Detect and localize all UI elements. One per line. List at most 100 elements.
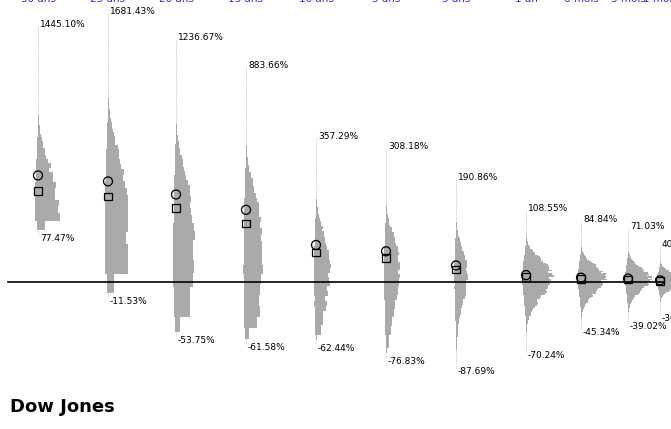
Bar [456,232,458,234]
Bar [660,263,661,264]
Bar [456,253,464,255]
Bar [316,287,327,291]
Bar [581,252,583,253]
Bar [660,301,661,302]
Text: 20 ans: 20 ans [158,0,193,4]
Bar [660,277,671,278]
Text: -87.69%: -87.69% [458,367,496,376]
Bar [385,326,386,331]
Bar [658,288,660,289]
Bar [246,241,262,248]
Bar [628,305,630,307]
Bar [316,201,317,203]
Bar [246,211,258,217]
Bar [36,172,38,177]
Bar [627,262,628,263]
Bar [246,198,257,202]
Bar [523,277,526,279]
Bar [176,144,179,148]
Bar [386,313,394,317]
Bar [526,285,548,287]
Bar [660,265,662,266]
Bar [526,256,539,258]
Bar [522,273,529,281]
Bar [316,325,321,330]
Bar [658,273,660,274]
Bar [176,141,179,144]
Bar [660,272,671,273]
Bar [38,182,56,188]
Bar [176,148,180,151]
Bar [659,269,660,270]
Bar [657,279,660,280]
Bar [526,272,548,273]
Bar [524,297,526,299]
Bar [525,250,526,252]
Bar [386,246,398,249]
Bar [315,226,316,229]
Text: 10 ans: 10 ans [299,0,333,4]
Bar [523,291,526,293]
Bar [627,264,628,265]
Bar [526,255,538,256]
Bar [660,267,664,268]
Bar [454,271,456,274]
Bar [175,163,176,166]
Bar [315,311,316,315]
Bar [526,250,533,252]
Bar [106,159,108,164]
Bar [627,265,628,266]
Bar [108,257,127,274]
Bar [578,268,581,269]
Bar [628,262,635,263]
Bar [384,295,386,300]
Bar [37,221,38,230]
Bar [105,212,108,221]
Bar [315,240,316,243]
Bar [455,302,456,305]
Bar [316,211,318,214]
Bar [628,261,634,262]
Bar [581,284,603,285]
Bar [242,220,250,227]
Bar [454,265,456,268]
Bar [456,321,459,324]
Bar [581,304,585,306]
Bar [314,282,316,287]
Bar [244,265,246,274]
Bar [628,265,638,266]
Bar [526,322,527,324]
Bar [244,248,246,256]
Bar [105,257,108,274]
Bar [108,169,124,175]
Bar [38,159,48,163]
Bar [246,207,259,211]
Bar [581,285,602,287]
Bar [245,182,246,186]
Bar [315,221,316,224]
Bar [385,227,386,230]
Bar [244,193,246,198]
Bar [581,276,605,278]
Bar [386,225,391,227]
Bar [104,193,112,200]
Bar [660,297,662,298]
Bar [385,230,386,232]
Bar [456,324,458,327]
Bar [526,299,537,302]
Bar [660,264,662,265]
Bar [105,195,108,203]
Bar [246,190,254,193]
Bar [35,213,38,221]
Bar [315,229,316,231]
Bar [658,272,660,273]
Bar [386,274,400,278]
Bar [577,273,581,275]
Bar [314,253,316,257]
Bar [176,166,185,171]
Bar [578,285,581,287]
Bar [660,268,666,269]
Bar [526,269,552,272]
Bar [660,279,671,280]
Bar [246,175,251,178]
